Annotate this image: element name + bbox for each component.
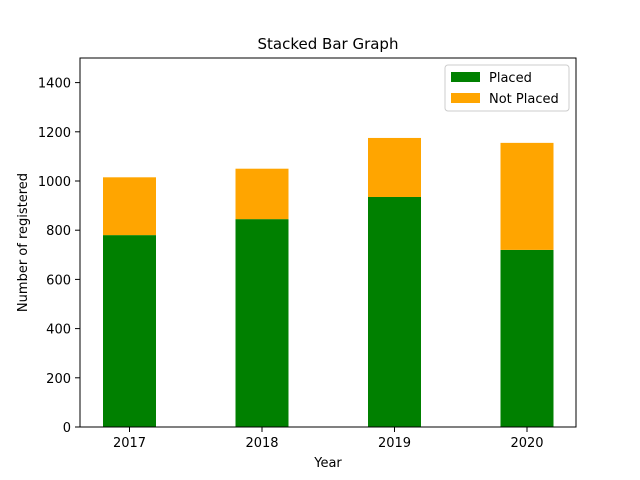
bar-not-placed-2017: [103, 177, 156, 236]
y-tick-label: 1000: [38, 175, 71, 190]
y-tick-label: 200: [46, 372, 71, 387]
legend-label-not-placed: Not Placed: [489, 92, 559, 107]
y-tick-label: 0: [63, 421, 71, 436]
y-tick-label: 1400: [38, 77, 71, 92]
plot-frame: [79, 57, 577, 428]
y-tick-label: 400: [46, 323, 71, 338]
bar-not-placed-2019: [368, 137, 421, 197]
x-tick-label: 2020: [510, 436, 543, 451]
bar-not-placed-2020: [500, 142, 554, 250]
y-tick-label: 600: [46, 273, 71, 288]
legend-swatch-not-placed: [451, 93, 480, 103]
x-tick-label: 2018: [245, 436, 278, 451]
bar-placed-2020: [500, 249, 554, 427]
y-axis: 0 200 400 600 800 1000 1200 1400: [38, 77, 80, 436]
bar-placed-2019: [368, 196, 421, 427]
legend: Placed Not Placed: [444, 64, 570, 112]
x-axis: 2017 2018 2019 2020: [113, 427, 544, 451]
y-tick-label: 1200: [38, 126, 71, 141]
x-axis-label: Year: [313, 456, 342, 471]
bar-placed-2018: [235, 219, 289, 427]
y-axis-label: Number of registered: [16, 173, 31, 312]
x-tick-label: 2017: [113, 436, 146, 451]
y-tick-label: 800: [46, 224, 71, 239]
chart-title: Stacked Bar Graph: [258, 35, 399, 53]
bar-placed-2017: [103, 235, 156, 427]
bars-group: [103, 137, 554, 427]
legend-swatch-placed: [451, 72, 480, 82]
bar-not-placed-2018: [235, 168, 289, 220]
x-tick-label: 2019: [378, 436, 411, 451]
legend-label-placed: Placed: [489, 71, 532, 86]
